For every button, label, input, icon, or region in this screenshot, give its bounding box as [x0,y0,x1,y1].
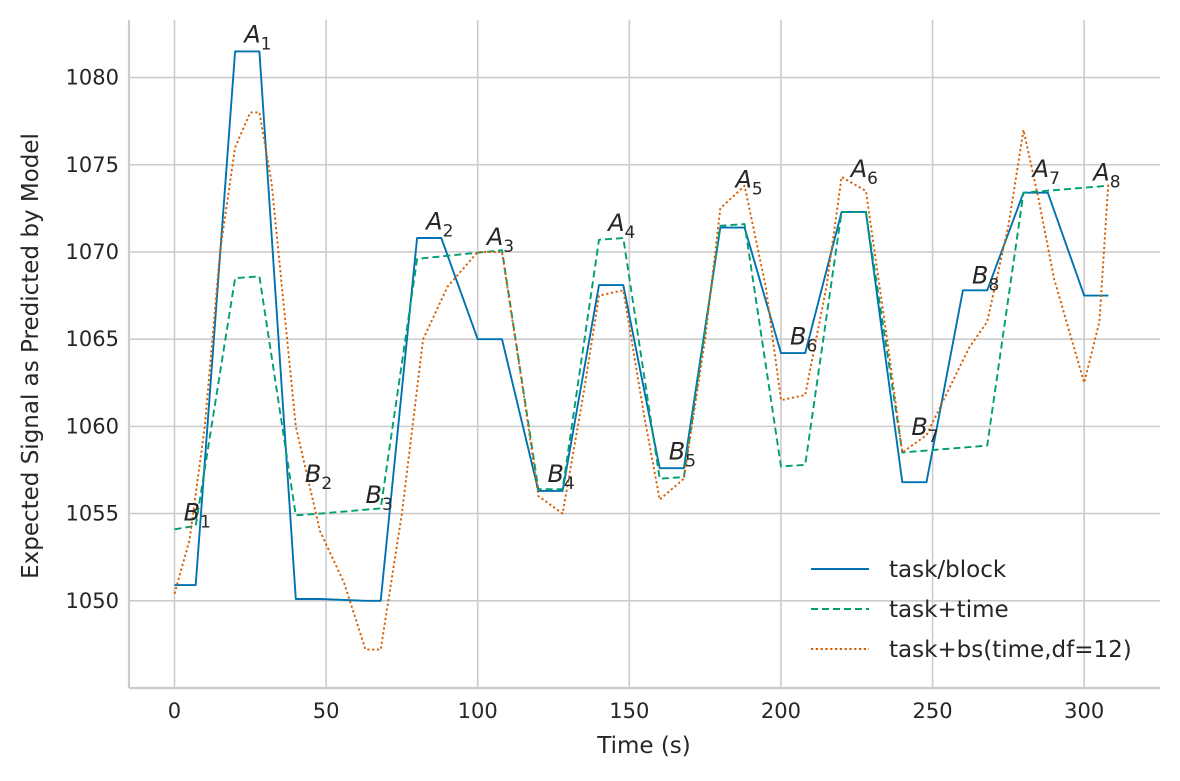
annotation-subscript: 2 [443,221,454,241]
x-tick-labels: 0 50 100 150 200 250 300 [168,699,1104,723]
annotation-subscript: 5 [685,452,696,472]
annotation-letter: A [1091,158,1109,186]
annotation-B6: B6 [790,322,817,356]
legend-label: task/block [889,557,1007,583]
annotation-subscript: 2 [321,474,332,494]
plot-area [173,50,1110,651]
annotation-letter: B [366,481,382,509]
annotation-subscript: 8 [988,275,999,295]
annotation-letter: A [849,155,867,183]
annotation-letter: B [305,460,321,488]
x-tick-label: 0 [168,699,181,723]
annotation-A5: A5 [733,165,762,199]
annotation-A8: A8 [1091,158,1120,192]
annotation-letter: B [547,460,563,488]
series-line-task-bs-time [173,111,1110,651]
y-tick-label: 1050 [66,589,119,613]
annotation-A6: A6 [849,155,878,189]
y-tick-labels: 1050 1055 1060 1065 1070 1075 1080 [66,66,119,613]
y-tick-label: 1065 [66,327,119,351]
grid-lines [129,20,1160,688]
annotation-B1: B1 [184,499,211,533]
annotation-letter: A [242,21,260,49]
annotation-B2: B2 [305,460,332,494]
axis-spines [127,20,1160,690]
x-tick-label: 100 [458,699,498,723]
annotation-letter: B [184,499,200,527]
annotation-A4: A4 [606,209,635,243]
y-tick-label: 1070 [66,240,119,264]
annotation-B4: B4 [547,460,574,494]
annotation-subscript: 1 [261,35,272,55]
annotation-subscript: 4 [625,223,636,243]
annotation-subscript: 3 [503,237,514,257]
x-tick-label: 300 [1064,699,1104,723]
annotation-letter: A [1031,155,1049,183]
annotation-A3: A3 [485,223,514,257]
annotation-letter: A [606,209,624,237]
annotation-letter: B [911,413,927,441]
y-tick-label: 1075 [66,153,119,177]
annotation-A1: A1 [242,21,271,55]
annotation-A7: A7 [1031,155,1060,189]
series-line-task-block [174,50,1109,602]
x-tick-label: 50 [313,699,340,723]
annotation-letter: B [669,438,685,466]
annotation-subscript: 5 [752,179,763,199]
annotation-letter: A [733,165,751,193]
annotation-subscript: 8 [1110,172,1121,192]
y-tick-label: 1080 [66,66,119,90]
annotation-subscript: 7 [1049,169,1060,189]
legend: task/block task+time task+bs(time,df=12) [811,557,1132,663]
x-tick-label: 150 [609,699,649,723]
legend-label: task+bs(time,df=12) [889,637,1132,663]
legend-label: task+time [889,597,1009,623]
annotation-A2: A2 [424,207,453,241]
y-axis-title: Expected Signal as Predicted by Model [18,133,44,579]
annotation-letter: B [972,261,988,289]
annotation-B7: B7 [911,413,938,447]
annotation-subscript: 7 [928,427,939,447]
annotation-letter: A [424,207,442,235]
y-tick-label: 1060 [66,414,119,438]
series-line-task-time [174,184,1109,531]
x-tick-label: 200 [761,699,801,723]
x-axis-title: Time (s) [596,733,691,759]
annotation-subscript: 6 [867,169,878,189]
annotation-B8: B8 [972,261,999,295]
annotation-subscript: 3 [382,495,393,515]
x-tick-label: 250 [913,699,953,723]
annotation-subscript: 4 [564,474,575,494]
annotation-B5: B5 [669,438,696,472]
y-tick-label: 1055 [66,502,119,526]
annotation-letter: A [485,223,503,251]
annotation-subscript: 6 [807,336,818,356]
annotation-B3: B3 [366,481,393,515]
annotation-letter: B [790,322,806,350]
annotation-subscript: 1 [200,513,211,533]
